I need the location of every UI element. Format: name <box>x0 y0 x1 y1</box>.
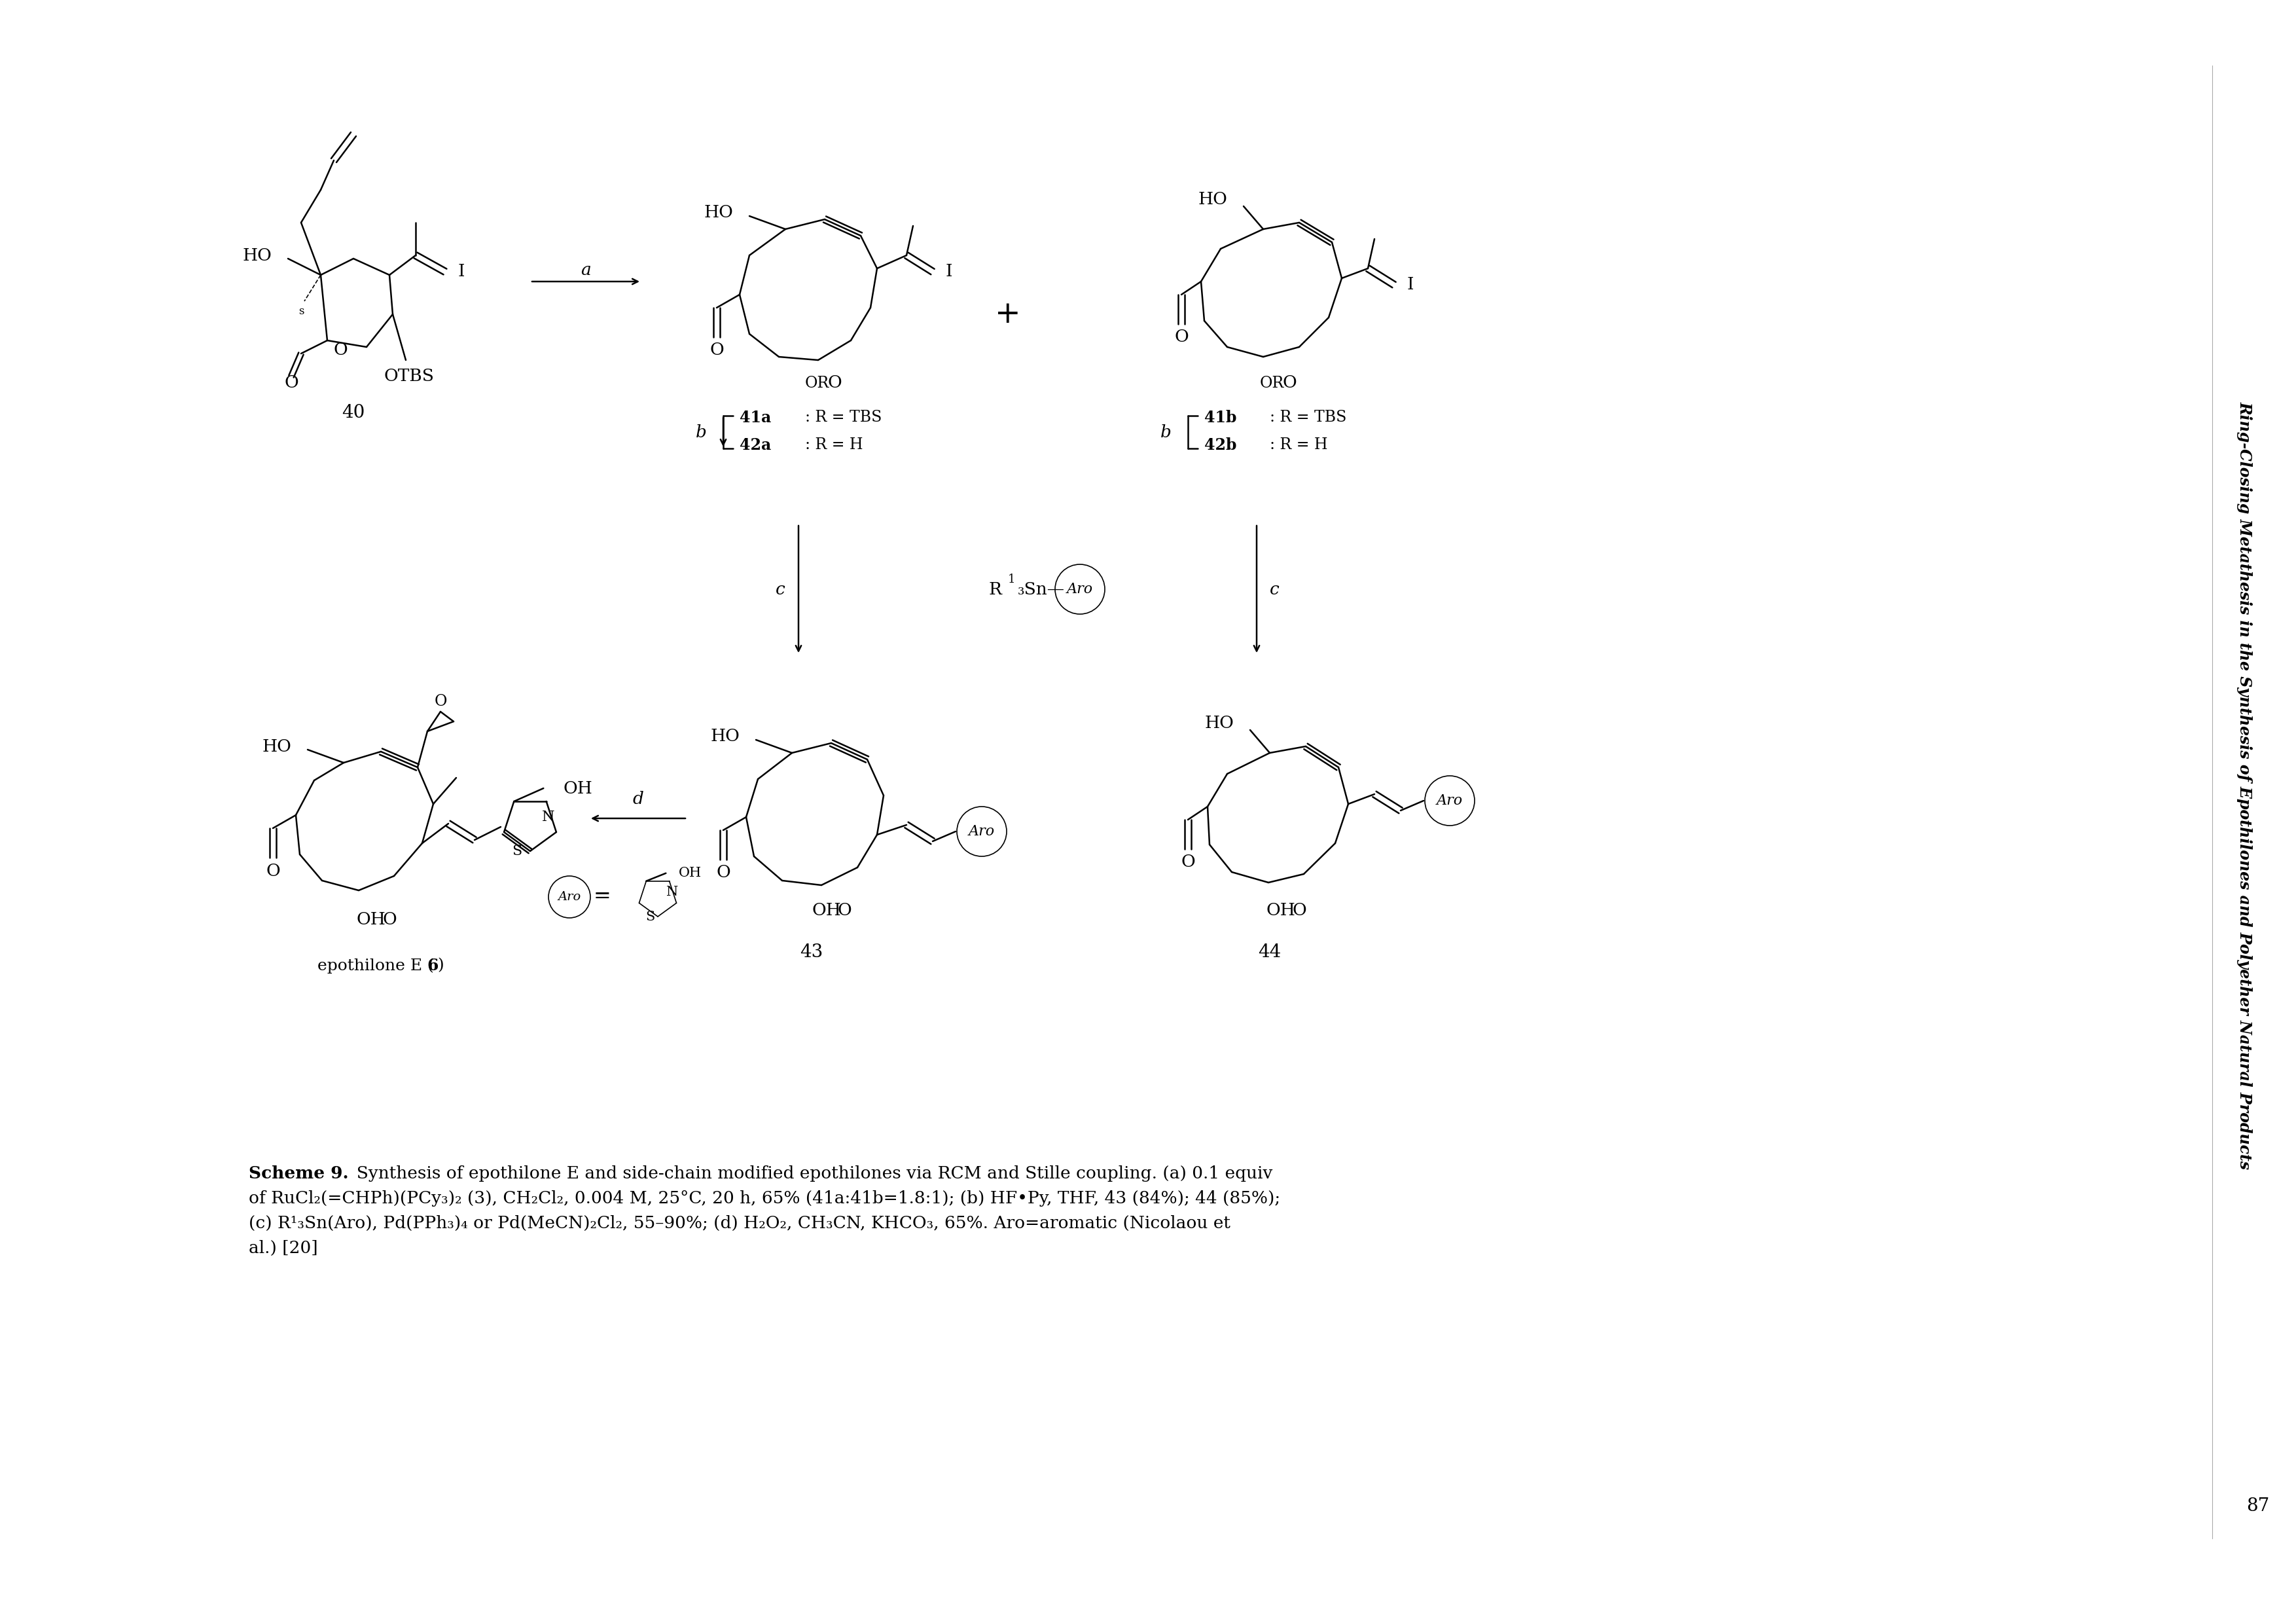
Text: : R = H: : R = H <box>806 438 863 453</box>
Text: OH: OH <box>1267 902 1295 919</box>
Text: Aro: Aro <box>1068 583 1093 596</box>
Text: 1: 1 <box>1008 573 1015 586</box>
Text: Aro: Aro <box>1437 794 1463 808</box>
Text: 40: 40 <box>342 404 365 422</box>
Text: c: c <box>1270 581 1279 597</box>
Text: O: O <box>1180 854 1194 870</box>
Text: OTBS: OTBS <box>383 368 434 385</box>
Text: O: O <box>333 342 347 359</box>
Text: OH: OH <box>810 902 840 919</box>
Text: O: O <box>383 912 397 928</box>
Text: S: S <box>645 911 654 923</box>
Text: b: b <box>696 424 707 440</box>
Text: 43: 43 <box>799 943 824 961</box>
Text: O: O <box>716 865 730 881</box>
Text: a: a <box>581 261 590 278</box>
Text: =: = <box>592 886 611 907</box>
Text: ): ) <box>436 958 443 974</box>
Text: O: O <box>1281 375 1297 391</box>
Text: d: d <box>634 790 643 807</box>
Text: Ring-Closing Metathesis in the Synthesis of Epothilones and Polyether Natural Pr: Ring-Closing Metathesis in the Synthesis… <box>2236 401 2252 1170</box>
Text: b: b <box>1159 424 1171 440</box>
Text: HO: HO <box>1199 192 1226 208</box>
Text: O: O <box>827 375 843 391</box>
Text: 42b: 42b <box>1205 437 1238 453</box>
Text: 6: 6 <box>427 958 439 974</box>
Text: HO: HO <box>709 729 739 745</box>
Text: Scheme 9.: Scheme 9. <box>248 1165 349 1182</box>
Text: O: O <box>434 695 448 709</box>
Text: N: N <box>666 886 677 898</box>
Text: S: S <box>512 844 521 859</box>
Text: epothilone E (: epothilone E ( <box>317 958 434 974</box>
Text: of RuCl₂(=CHPh)(PCy₃)₂ (3), CH₂Cl₂, 0.004 M, 25°C, 20 h, 65% (41a:41b=1.8:1); (b: of RuCl₂(=CHPh)(PCy₃)₂ (3), CH₂Cl₂, 0.00… <box>248 1190 1281 1206</box>
Text: O: O <box>285 375 298 391</box>
Text: 41b: 41b <box>1205 411 1238 425</box>
Text: ₃Sn—: ₃Sn— <box>1017 581 1065 597</box>
Text: HO: HO <box>703 204 732 221</box>
Text: OH: OH <box>356 912 386 928</box>
Text: R: R <box>987 581 1001 597</box>
Text: OR: OR <box>1261 375 1283 391</box>
Text: : R = H: : R = H <box>1270 438 1327 453</box>
Text: : R = TBS: : R = TBS <box>806 411 882 425</box>
Text: O: O <box>838 902 852 919</box>
Text: 44: 44 <box>1258 943 1281 961</box>
Text: O: O <box>1173 329 1189 346</box>
Text: Aro: Aro <box>969 824 994 839</box>
Text: (c) R¹₃Sn(Aro), Pd(PPh₃)₄ or Pd(MeCN)₂Cl₂, 55–90%; (d) H₂O₂, CH₃CN, KHCO₃, 65%. : (c) R¹₃Sn(Aro), Pd(PPh₃)₄ or Pd(MeCN)₂Cl… <box>248 1216 1231 1232</box>
Text: O: O <box>709 342 723 359</box>
Text: O: O <box>266 862 280 880</box>
Text: 87: 87 <box>2245 1496 2271 1514</box>
Text: HO: HO <box>262 738 292 755</box>
Text: al.) [20]: al.) [20] <box>248 1240 317 1256</box>
Text: OH: OH <box>680 867 703 880</box>
Text: HO: HO <box>1205 716 1233 732</box>
Text: N: N <box>542 810 556 824</box>
Text: : R = TBS: : R = TBS <box>1270 411 1345 425</box>
Text: OR: OR <box>806 375 829 391</box>
Text: Synthesis of epothilone E and side-chain modified epothilones via RCM and Stille: Synthesis of epothilone E and side-chain… <box>347 1165 1272 1182</box>
Text: 42a: 42a <box>739 437 771 453</box>
Text: s: s <box>298 305 303 316</box>
Text: HO: HO <box>243 247 271 263</box>
Text: OH: OH <box>563 781 592 797</box>
Text: I: I <box>1407 276 1414 294</box>
Text: 41a: 41a <box>739 411 771 425</box>
Text: c: c <box>776 581 785 597</box>
Text: O: O <box>1293 902 1306 919</box>
Text: I: I <box>946 263 953 279</box>
Text: Aro: Aro <box>558 891 581 902</box>
Text: +: + <box>994 299 1022 329</box>
Text: I: I <box>457 263 464 279</box>
